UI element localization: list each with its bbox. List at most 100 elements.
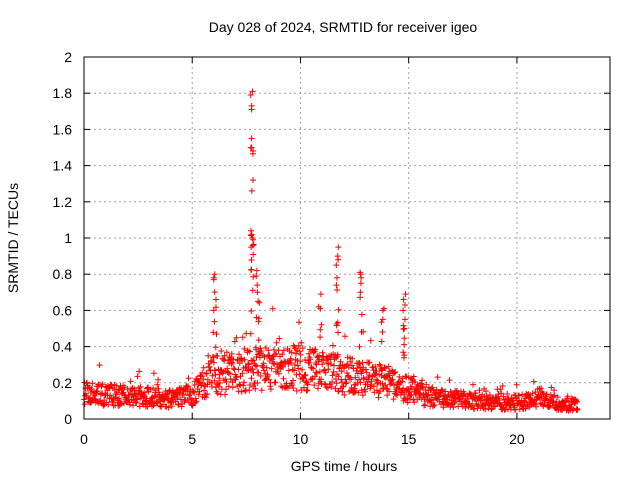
data-point	[316, 352, 323, 359]
data-point	[331, 362, 337, 369]
data-point	[385, 363, 392, 370]
data-point	[359, 392, 366, 399]
data-point	[310, 365, 317, 372]
data-point	[333, 380, 340, 387]
data-point	[512, 406, 519, 413]
data-point	[288, 360, 295, 366]
data-point	[408, 385, 415, 392]
data-point	[298, 339, 305, 346]
data-point	[248, 187, 255, 194]
data-point	[239, 370, 246, 377]
data-point	[296, 319, 302, 326]
data-point	[469, 402, 476, 409]
data-point	[400, 326, 407, 333]
data-point	[345, 364, 352, 371]
data-point	[321, 366, 328, 373]
data-point	[200, 364, 207, 371]
data-points	[81, 88, 581, 414]
data-point	[299, 366, 306, 373]
data-point	[483, 393, 490, 400]
data-point	[400, 296, 407, 303]
data-point	[363, 369, 370, 376]
data-point	[278, 383, 285, 390]
data-point	[546, 403, 553, 410]
data-point	[285, 367, 292, 374]
data-point	[386, 388, 393, 395]
data-point	[256, 299, 263, 306]
data-point	[329, 379, 336, 385]
data-point	[358, 311, 365, 318]
data-point	[192, 395, 199, 402]
data-point	[335, 373, 342, 380]
data-point	[366, 359, 373, 366]
x-axis-label: GPS time / hours	[291, 458, 398, 474]
data-point	[84, 379, 90, 386]
data-point	[211, 318, 218, 325]
data-point	[431, 402, 438, 409]
data-point	[425, 391, 432, 398]
data-point	[136, 403, 143, 410]
data-point	[329, 342, 336, 349]
data-point	[248, 375, 255, 382]
data-point	[222, 391, 228, 398]
data-point	[241, 356, 248, 363]
data-point	[362, 388, 369, 395]
data-point	[248, 106, 255, 113]
data-point	[190, 388, 197, 395]
data-point	[379, 316, 386, 323]
data-point	[97, 391, 104, 398]
data-point	[229, 384, 236, 391]
data-point	[356, 343, 363, 350]
data-point	[334, 287, 341, 293]
data-point	[236, 381, 243, 388]
data-point	[342, 380, 349, 387]
data-point	[400, 385, 407, 392]
data-point	[213, 296, 219, 303]
data-point	[249, 88, 256, 95]
data-point	[332, 385, 339, 392]
data-point	[529, 390, 536, 397]
y-tick-label: 1.6	[53, 121, 73, 137]
data-point	[270, 360, 277, 366]
data-point	[307, 356, 314, 363]
x-tick-label: 10	[293, 431, 309, 447]
data-point	[253, 267, 260, 274]
data-point	[94, 388, 101, 394]
data-point	[204, 391, 211, 397]
data-point	[299, 345, 306, 352]
data-point	[335, 256, 342, 263]
data-point	[211, 271, 218, 278]
data-point	[513, 381, 520, 388]
data-point	[265, 347, 272, 354]
data-point	[247, 330, 254, 337]
data-point	[250, 148, 257, 154]
data-point	[213, 331, 220, 337]
data-point	[372, 363, 379, 370]
data-point	[242, 388, 249, 394]
data-point	[317, 291, 324, 298]
data-point	[419, 377, 426, 384]
x-tick-label: 15	[401, 431, 417, 447]
data-point	[210, 354, 217, 361]
data-point	[343, 370, 350, 376]
data-point	[390, 396, 397, 403]
data-point	[205, 352, 212, 359]
data-point	[333, 262, 340, 269]
data-point	[360, 328, 367, 335]
data-point	[223, 349, 230, 356]
data-point	[401, 354, 407, 361]
data-point	[357, 280, 364, 287]
data-point	[434, 374, 441, 381]
tick-labels: 00.20.40.60.811.21.41.61.820 5 10 15 20	[53, 49, 525, 447]
data-point	[530, 378, 537, 385]
data-point	[304, 381, 311, 388]
y-tick-label: 2	[64, 49, 72, 65]
data-point	[96, 362, 103, 369]
data-point	[275, 347, 282, 354]
data-point	[442, 388, 449, 395]
data-point	[233, 334, 240, 341]
data-point	[252, 344, 259, 351]
data-point	[264, 373, 271, 379]
data-point	[339, 388, 346, 395]
data-point	[317, 305, 324, 312]
